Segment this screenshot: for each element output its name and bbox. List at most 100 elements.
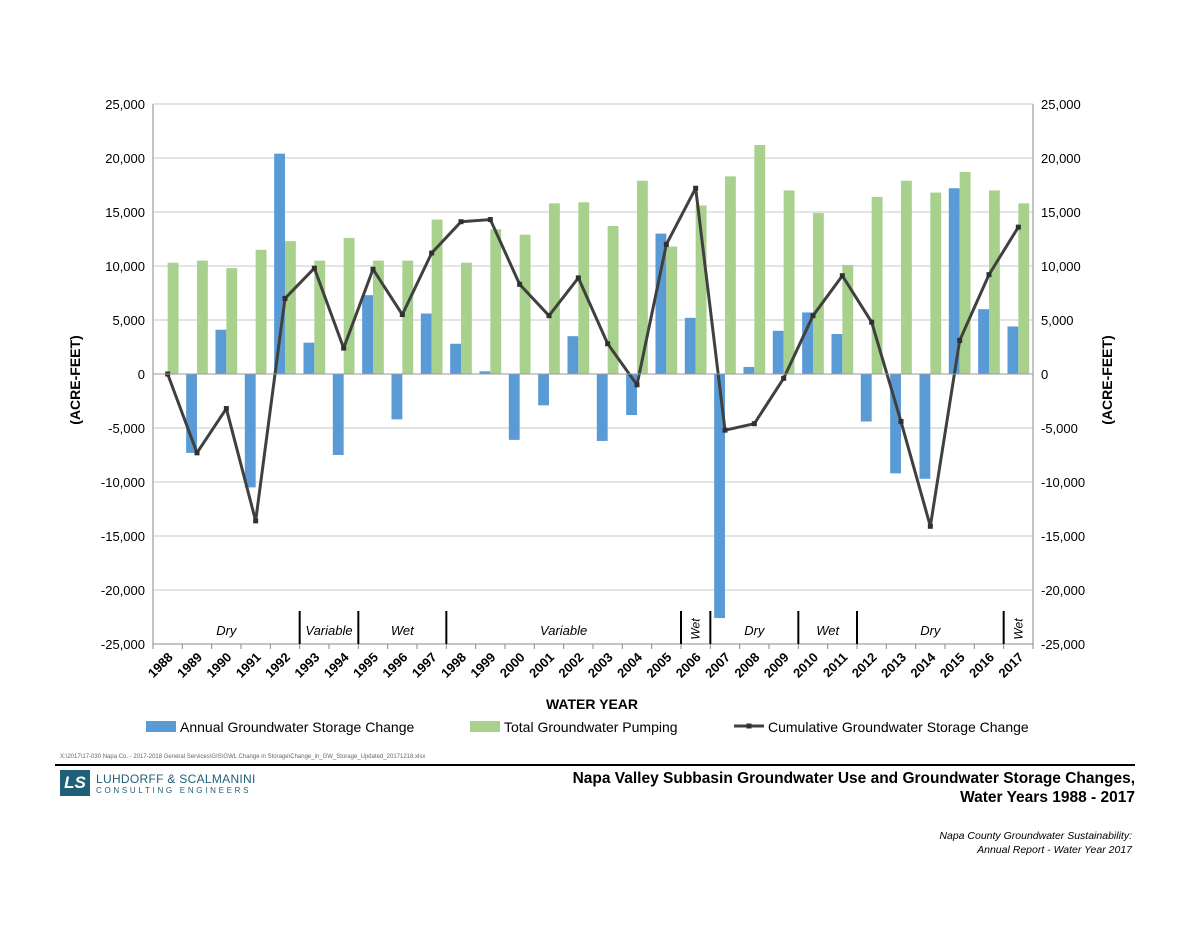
x-tick-label: 2004 bbox=[614, 649, 646, 681]
pumping-bar bbox=[725, 176, 736, 374]
pumping-bar bbox=[842, 264, 854, 374]
report-title-line1: Napa Valley Subbasin Groundwater Use and… bbox=[572, 770, 1135, 787]
x-axis-label: WATER YEAR bbox=[546, 696, 638, 712]
x-tick-label: 2009 bbox=[761, 650, 792, 681]
annual-storage-bar bbox=[332, 374, 344, 455]
cumulative-point bbox=[458, 219, 464, 225]
y-tick-label-left: 0 bbox=[138, 367, 145, 382]
period-label: Variable bbox=[305, 623, 352, 638]
y-tick-label-left: -20,000 bbox=[101, 583, 145, 598]
x-tick-label: 1990 bbox=[203, 650, 234, 681]
cumulative-point bbox=[517, 281, 523, 287]
pumping-bar bbox=[167, 262, 179, 374]
pumping-bar bbox=[813, 213, 824, 374]
cumulative-point bbox=[810, 313, 816, 319]
x-tick-label: 2003 bbox=[585, 650, 616, 681]
company-subtitle: CONSULTING ENGINEERS bbox=[96, 786, 252, 795]
pumping-bar bbox=[871, 196, 883, 374]
pumping-bar bbox=[461, 262, 472, 374]
cumulative-point bbox=[634, 382, 640, 388]
y-tick-label-left: 15,000 bbox=[105, 205, 145, 220]
annual-storage-bar bbox=[948, 188, 960, 374]
y-tick-label-left: 5,000 bbox=[112, 313, 145, 328]
x-tick-label: 1991 bbox=[233, 650, 264, 681]
pumping-bar bbox=[754, 145, 766, 374]
period-label: Dry bbox=[216, 623, 238, 638]
cumulative-point bbox=[487, 217, 493, 223]
cumulative-point bbox=[341, 345, 347, 351]
groundwater-chart: Dry Variable Wet Variable Wet Dry Wet Dry Wet -2… bbox=[67, 97, 1115, 735]
y-tick-label-right: -10,000 bbox=[1041, 475, 1085, 490]
annual-storage-bar bbox=[215, 329, 227, 374]
y-tick-label-right: -5,000 bbox=[1041, 421, 1078, 436]
annual-storage-bar bbox=[684, 317, 696, 374]
legend-marker-cumulative bbox=[746, 723, 752, 729]
y-tick-label-right: 25,000 bbox=[1041, 97, 1081, 112]
x-tick-label: 2000 bbox=[497, 650, 528, 681]
y-tick-label-left: 25,000 bbox=[105, 97, 145, 112]
pumping-bar bbox=[637, 180, 648, 374]
x-tick-label: 2017 bbox=[995, 650, 1026, 681]
x-tick-label: 1997 bbox=[409, 650, 440, 681]
annual-storage-bar bbox=[538, 374, 549, 406]
report-subtitle-line1: Napa County Groundwater Sustainability: bbox=[939, 830, 1132, 842]
x-tick-label: 1992 bbox=[262, 650, 293, 681]
pumping-bar bbox=[783, 190, 795, 374]
y-tick-label-right: 0 bbox=[1041, 367, 1048, 382]
cumulative-point bbox=[311, 265, 317, 271]
annual-storage-bar bbox=[802, 312, 813, 374]
pumping-bar bbox=[959, 172, 971, 374]
x-tick-label: 1998 bbox=[438, 650, 469, 681]
cumulative-point bbox=[194, 450, 200, 456]
annual-storage-bar bbox=[890, 374, 901, 474]
annual-storage-bar bbox=[391, 374, 403, 420]
cumulative-point bbox=[663, 241, 669, 247]
annual-storage-bar bbox=[479, 371, 491, 374]
pumping-bar bbox=[549, 203, 560, 374]
legend-label-pumping: Total Groundwater Pumping bbox=[504, 719, 678, 735]
cumulative-point bbox=[429, 250, 435, 256]
report-title: Napa Valley Subbasin Groundwater Use and… bbox=[573, 769, 1135, 807]
cumulative-series-line bbox=[166, 186, 1020, 528]
y-tick-label-left: 10,000 bbox=[105, 259, 145, 274]
y-tick-label-right: 5,000 bbox=[1041, 313, 1074, 328]
y-tick-label-left: -25,000 bbox=[101, 637, 145, 652]
pumping-bar bbox=[226, 268, 238, 374]
company-logo-icon: LS bbox=[60, 770, 90, 796]
x-tick-label: 1993 bbox=[291, 650, 322, 681]
y-tick-label-left: 20,000 bbox=[105, 151, 145, 166]
y-axis-label-left: (ACRE-FEET) bbox=[67, 335, 83, 424]
y-tick-label-right: -25,000 bbox=[1041, 637, 1085, 652]
cumulative-point bbox=[722, 427, 728, 433]
annual-storage-bar bbox=[978, 309, 989, 374]
footer-rule bbox=[55, 764, 1135, 766]
cumulative-point bbox=[781, 375, 787, 381]
y-tick-label-left: -10,000 bbox=[101, 475, 145, 490]
pumping-bar bbox=[930, 192, 942, 374]
pumping-bars bbox=[167, 145, 1030, 374]
legend-swatch-pumping bbox=[470, 721, 500, 732]
x-tick-label: 2010 bbox=[790, 650, 821, 681]
pumping-bar bbox=[197, 260, 208, 374]
x-tick-label: 2014 bbox=[907, 649, 939, 681]
annual-storage-bar bbox=[1007, 326, 1019, 374]
annual-storage-bar bbox=[274, 153, 285, 374]
y-tick-label-right: 20,000 bbox=[1041, 151, 1081, 166]
annual-storage-bar bbox=[919, 374, 931, 479]
y-tick-label-left: -5,000 bbox=[108, 421, 145, 436]
period-label: Variable bbox=[540, 623, 587, 638]
pumping-bar bbox=[666, 246, 678, 374]
pumping-bar bbox=[901, 180, 912, 374]
annual-storage-bar bbox=[772, 330, 784, 374]
annual-storage-bar bbox=[714, 374, 725, 619]
annual-storage-bar bbox=[567, 336, 579, 374]
cumulative-point bbox=[282, 295, 288, 301]
x-tick-label: 1989 bbox=[174, 650, 205, 681]
x-tick-label: 1994 bbox=[321, 649, 353, 681]
y-tick-label-right: 15,000 bbox=[1041, 205, 1081, 220]
period-bands: Dry Variable Wet Variable Wet Dry Wet Dry Wet bbox=[216, 611, 1025, 644]
annual-storage-bar bbox=[420, 313, 432, 374]
y-tick-label-right: 10,000 bbox=[1041, 259, 1081, 274]
pumping-bar bbox=[343, 237, 355, 374]
report-subtitle-line2: Annual Report - Water Year 2017 bbox=[977, 844, 1132, 856]
